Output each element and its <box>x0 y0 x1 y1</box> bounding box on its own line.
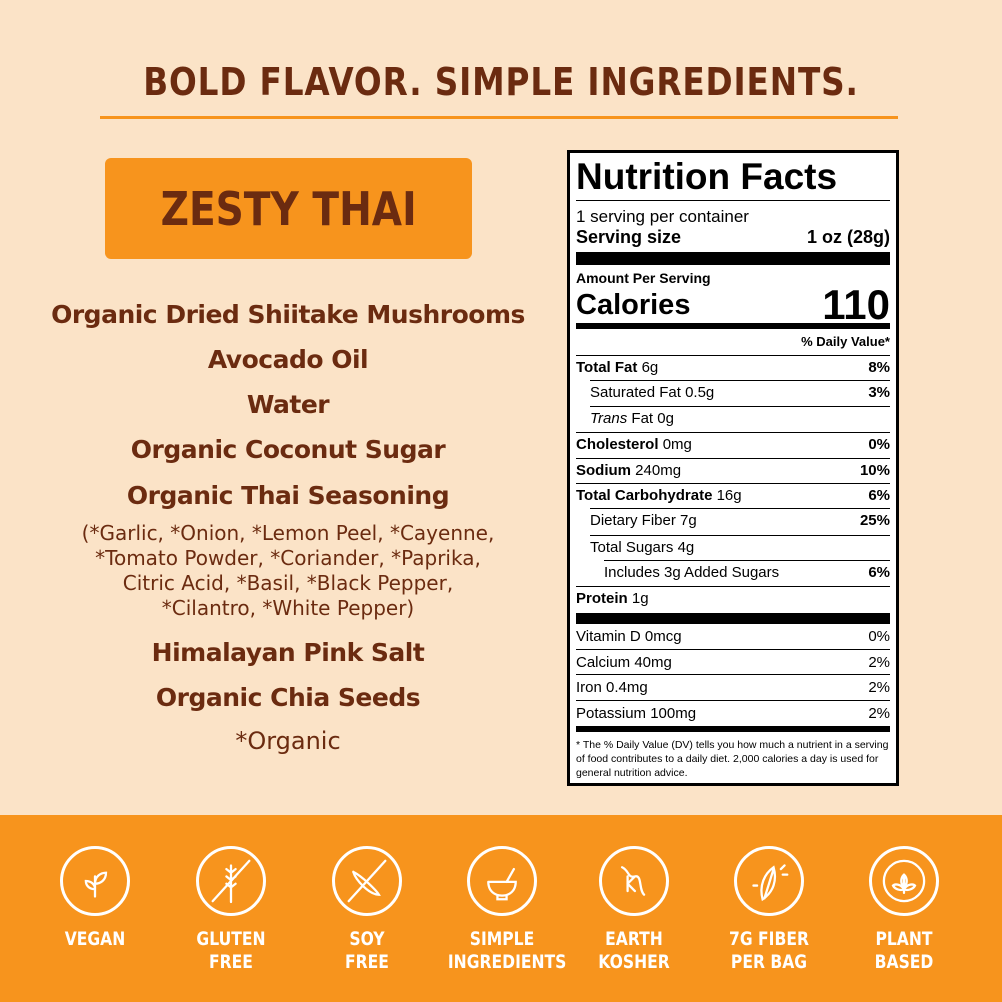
badge-label: 7G FIBER <box>728 928 810 950</box>
earth-kosher-icon <box>599 846 669 916</box>
nutrient-row: Saturated Fat 0.5g 3% <box>576 384 890 401</box>
nutrient-row: Dietary Fiber 7g 25% <box>576 512 890 529</box>
nutrient-label: Total Carbohydrate 16g <box>576 487 742 504</box>
flavor-badge: ZESTY THAI <box>105 158 472 259</box>
vitamin-row: Iron 0.4mg 2% <box>576 679 890 696</box>
badge-label: VEGAN <box>64 928 126 950</box>
vitamin-row: Vitamin D 0mcg 0% <box>576 628 890 645</box>
nutrient-label: Total Sugars 4g <box>590 539 695 556</box>
daily-value: 6% <box>868 564 890 581</box>
nutrition-title: Nutrition Facts <box>576 156 838 197</box>
nutrient-label: Saturated Fat 0.5g <box>590 384 715 401</box>
badge-label: EARTH <box>605 928 663 950</box>
badge-label: INGREDIENTS <box>447 951 567 973</box>
serving-size-label: Serving size <box>576 227 682 247</box>
badge-label: FREE <box>345 951 389 973</box>
organic-note: *Organic <box>235 727 341 755</box>
headline: BOLD FLAVOR. SIMPLE INGREDIENTS. <box>143 60 859 104</box>
feature-badge: PLANT BASED <box>838 846 970 974</box>
seasoning-detail: *Cilantro, *White Pepper) <box>161 596 415 620</box>
leaf-icon <box>734 846 804 916</box>
amount-per-serving: Amount Per Serving <box>576 270 711 286</box>
daily-value: 0% <box>868 436 890 453</box>
daily-value: 10% <box>859 462 890 479</box>
badge-label: FREE <box>209 951 253 973</box>
no-soy-icon <box>332 846 402 916</box>
seasoning-detail: *Tomato Powder, *Coriander, *Paprika, <box>95 546 481 570</box>
ingredient: Water <box>246 390 330 419</box>
ingredient: Organic Coconut Sugar <box>130 435 446 464</box>
daily-value: 6% <box>868 487 890 504</box>
feature-badge: GLUTEN FREE <box>165 846 297 974</box>
nutrient-row: Sodium 240mg 10% <box>576 462 890 479</box>
vitamin-row: Potassium 100mg 2% <box>576 705 890 722</box>
certified-plant-based-icon <box>869 846 939 916</box>
nutrition-facts-panel: Nutrition Facts 1 serving per container … <box>567 150 899 786</box>
serving-size: 1 oz (28g) <box>806 227 890 247</box>
ingredient: Organic Chia Seeds <box>155 683 421 712</box>
nutrient-row: Total Fat 6g 8% <box>576 359 890 376</box>
badge-label: KOSHER <box>598 951 670 973</box>
calories-label: Calories <box>576 288 691 321</box>
servings: 1 serving per container <box>576 207 749 226</box>
nutrient-row: Total Sugars 4g <box>576 539 890 556</box>
nutrient-row: Protein 1g <box>576 590 890 607</box>
nutrient-row: Includes 3g Added Sugars 6% <box>576 564 890 581</box>
nutrient-label: Includes 3g Added Sugars <box>604 564 780 581</box>
nutrient-label: Protein 1g <box>576 590 649 607</box>
daily-value: 3% <box>868 384 890 401</box>
badge-label: PLANT <box>875 928 933 950</box>
nutrient-row: Cholesterol 0mg 0% <box>576 436 890 453</box>
bowl-icon <box>467 846 537 916</box>
no-wheat-icon <box>196 846 266 916</box>
seasoning-detail: Citric Acid, *Basil, *Black Pepper, <box>122 571 454 595</box>
nutrient-label: Sodium 240mg <box>576 462 682 479</box>
nutrient-label: Trans Fat 0g <box>590 410 674 427</box>
badge-label: GLUTEN <box>196 928 266 950</box>
dv-header: % Daily Value* <box>801 334 890 349</box>
footnote: * The % Daily Value (DV) tells you how m… <box>576 739 889 779</box>
ingredient: Organic Thai Seasoning <box>126 481 450 510</box>
feature-badge: SOY FREE <box>301 846 433 974</box>
nutrient-label: Total Fat 6g <box>576 359 659 376</box>
badge-label: SOY <box>349 928 385 950</box>
feature-badge: VEGAN <box>29 846 161 951</box>
daily-value: 8% <box>868 359 890 376</box>
ingredient: Himalayan Pink Salt <box>151 638 425 667</box>
calories-value: 110 <box>822 281 890 328</box>
ingredient: Organic Dried Shiitake Mushrooms <box>51 300 525 329</box>
divider <box>100 116 898 119</box>
nutrient-label: Dietary Fiber 7g <box>590 512 697 529</box>
vitamin-row: Calcium 40mg 2% <box>576 654 890 671</box>
badge-label: PER BAG <box>730 951 808 973</box>
feature-badge: SIMPLE INGREDIENTS <box>436 846 568 974</box>
nutrient-label: Cholesterol 0mg <box>576 436 692 453</box>
feature-badge: EARTH KOSHER <box>568 846 700 974</box>
nutrient-row: Total Carbohydrate 16g 6% <box>576 487 890 504</box>
seasoning-detail: (*Garlic, *Onion, *Lemon Peel, *Cayenne, <box>81 521 495 545</box>
nutrient-row: Trans Fat 0g <box>576 410 890 427</box>
ingredient: Avocado Oil <box>207 345 369 374</box>
feature-badge: 7G FIBER PER BAG <box>703 846 835 974</box>
sprout-icon <box>60 846 130 916</box>
badge-label: SIMPLE <box>469 928 535 950</box>
badge-label: BASED <box>874 951 934 973</box>
daily-value: 25% <box>859 512 890 529</box>
flavor-name: ZESTY THAI <box>160 181 417 236</box>
